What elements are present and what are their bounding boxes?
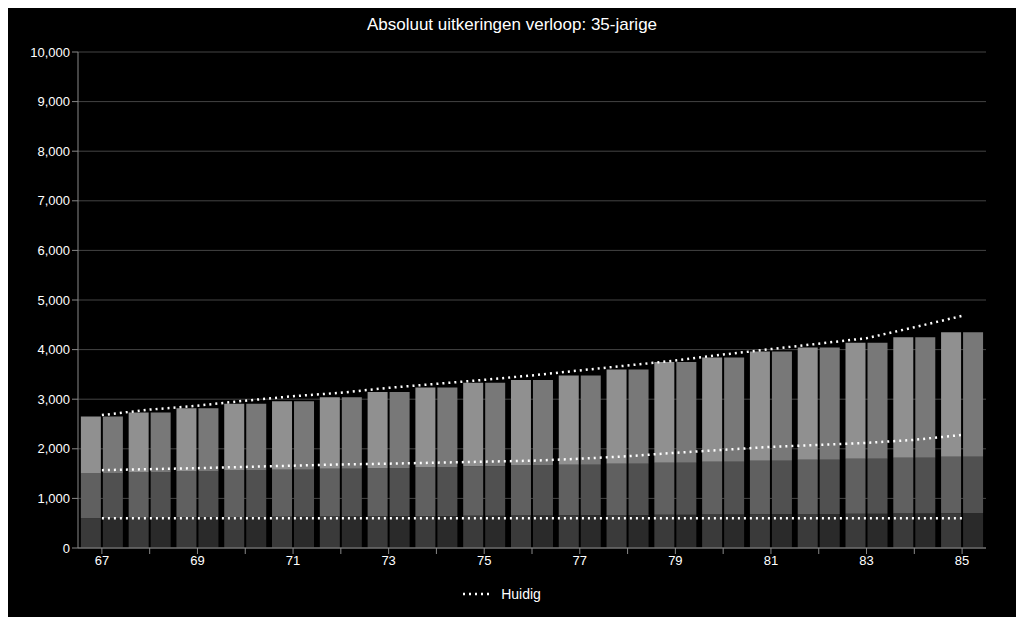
svg-text:6,000: 6,000 bbox=[37, 243, 70, 258]
svg-text:79: 79 bbox=[668, 553, 682, 568]
svg-text:69: 69 bbox=[190, 553, 204, 568]
svg-text:2,000: 2,000 bbox=[37, 441, 70, 456]
html-text:Huidig: Huidig bbox=[501, 586, 541, 602]
svg-text:73: 73 bbox=[381, 553, 395, 568]
svg-text:85: 85 bbox=[955, 553, 969, 568]
svg-text:77: 77 bbox=[573, 553, 587, 568]
svg-text:81: 81 bbox=[764, 553, 778, 568]
svg-text:83: 83 bbox=[859, 553, 873, 568]
svg-text:8,000: 8,000 bbox=[37, 144, 70, 159]
svg-text:10,000: 10,000 bbox=[30, 45, 70, 60]
svg-text:75: 75 bbox=[477, 553, 491, 568]
svg-text:9,000: 9,000 bbox=[37, 94, 70, 109]
svg-text:3,000: 3,000 bbox=[37, 392, 70, 407]
svg-text:1,000: 1,000 bbox=[37, 491, 70, 506]
svg-text:67: 67 bbox=[95, 553, 109, 568]
svg-text:7,000: 7,000 bbox=[37, 193, 70, 208]
svg-text:0: 0 bbox=[63, 541, 70, 556]
svg-text:5,000: 5,000 bbox=[37, 293, 70, 308]
html-text:Absoluut uitkeringen verloop:: Absoluut uitkeringen verloop: 35-jarige bbox=[366, 15, 658, 34]
svg-text:4,000: 4,000 bbox=[37, 342, 70, 357]
svg-text:71: 71 bbox=[286, 553, 300, 568]
